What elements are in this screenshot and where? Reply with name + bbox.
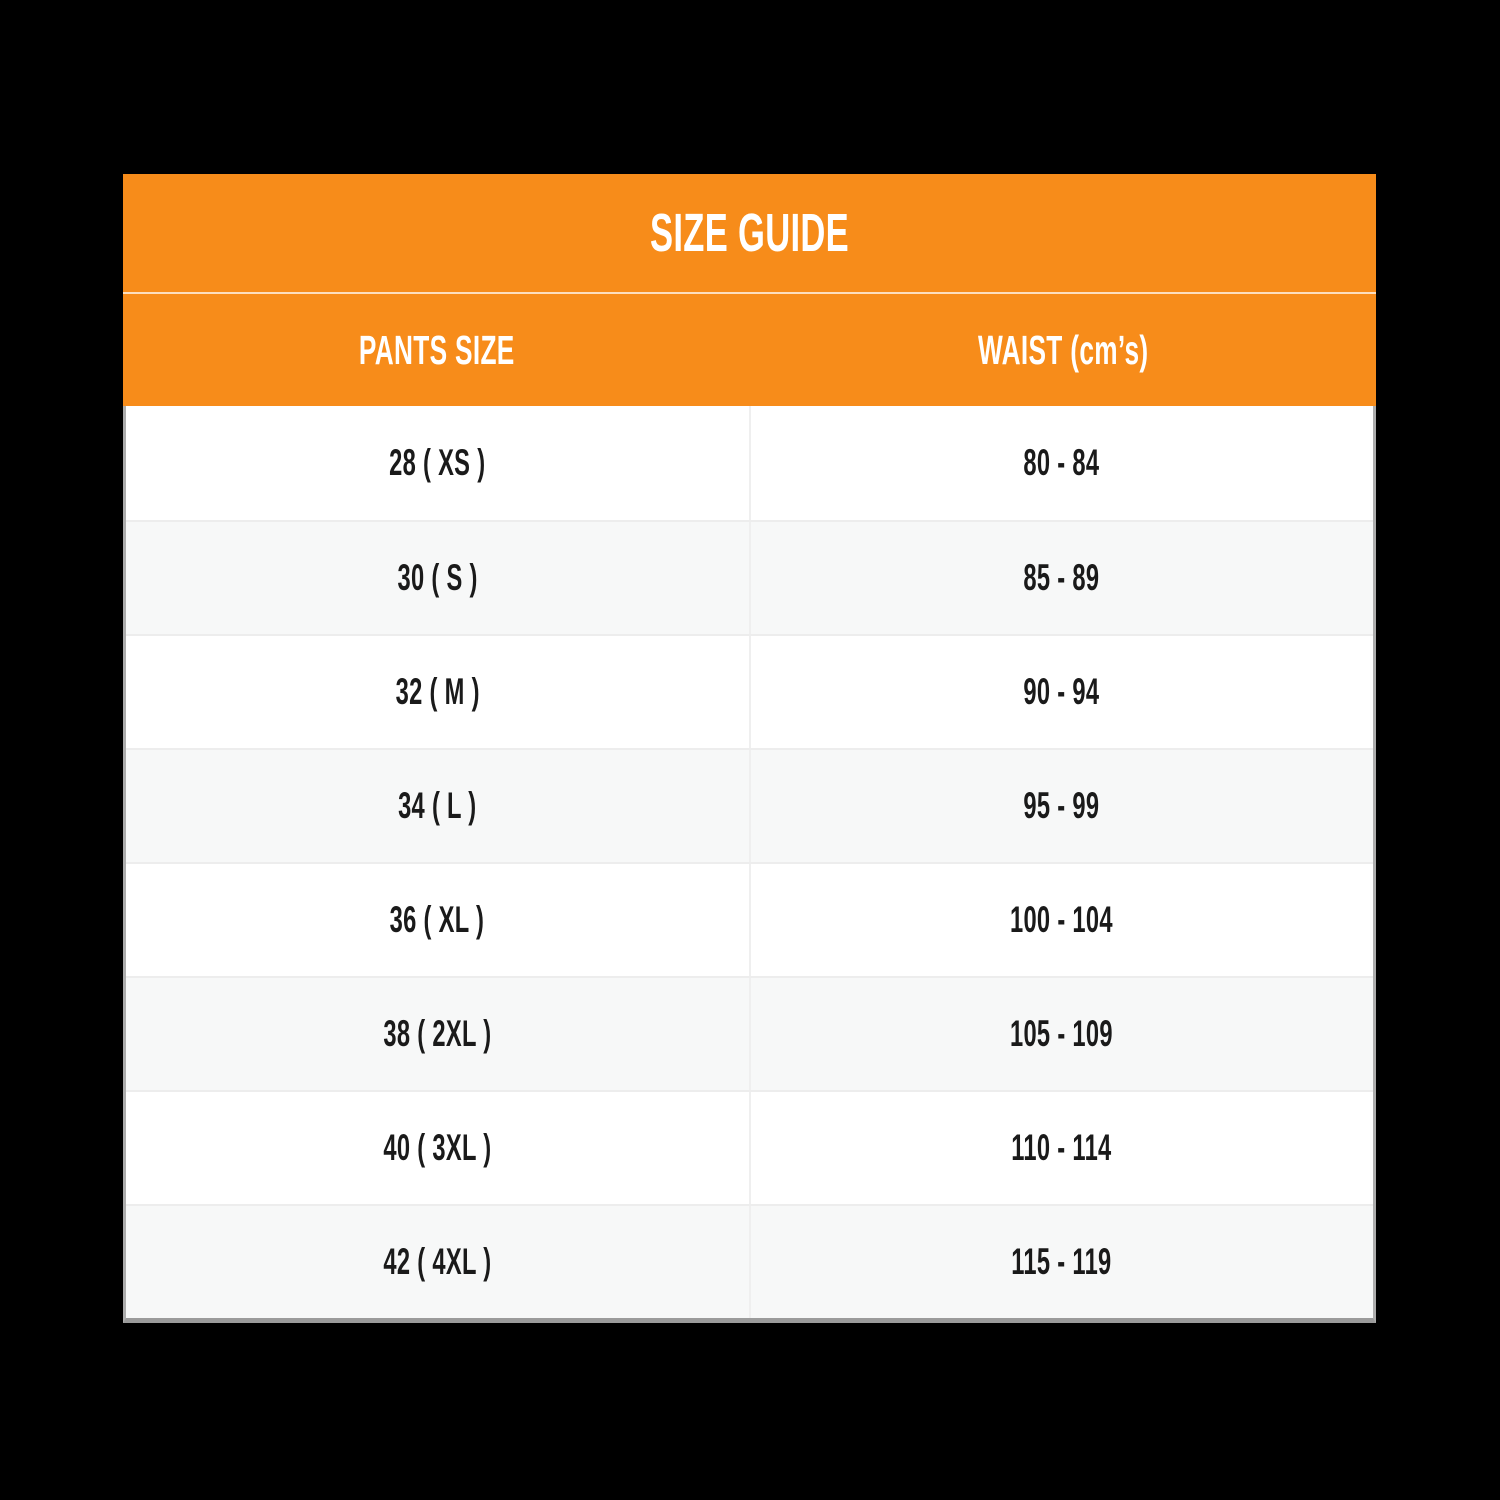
pants-size-cell: 32 ( M )	[126, 636, 749, 748]
pants-size-value: 42 ( 4XL )	[383, 1241, 492, 1282]
table-row: 40 ( 3XL ) 110 - 114	[126, 1090, 1373, 1204]
pants-size-value: 36 ( XL )	[389, 899, 485, 940]
waist-cell: 95 - 99	[748, 750, 1374, 862]
column-header-waist: WAIST (cm’s)	[750, 294, 1377, 406]
pants-size-cell: 28 ( XS )	[126, 406, 749, 520]
waist-cell: 100 - 104	[748, 864, 1374, 976]
table-body: 28 ( XS ) 80 - 84 30 ( S ) 85 - 89 32 ( …	[123, 406, 1376, 1323]
waist-value: 85 - 89	[1023, 557, 1100, 598]
table-row: 36 ( XL ) 100 - 104	[126, 862, 1373, 976]
waist-value: 110 - 114	[1011, 1127, 1112, 1168]
table-row: 32 ( M ) 90 - 94	[126, 634, 1373, 748]
table-row: 28 ( XS ) 80 - 84	[126, 406, 1373, 520]
waist-value: 80 - 84	[1023, 442, 1100, 483]
title-bar: SIZE GUIDE	[123, 174, 1376, 294]
pants-size-cell: 40 ( 3XL )	[126, 1092, 749, 1204]
waist-cell: 80 - 84	[748, 406, 1374, 520]
pants-size-cell: 36 ( XL )	[126, 864, 749, 976]
pants-size-cell: 34 ( L )	[126, 750, 749, 862]
table-row: 30 ( S ) 85 - 89	[126, 520, 1373, 634]
waist-cell: 115 - 119	[748, 1206, 1374, 1318]
pants-size-value: 28 ( XS )	[389, 442, 486, 483]
pants-size-value: 34 ( L )	[398, 785, 477, 826]
waist-cell: 110 - 114	[748, 1092, 1374, 1204]
pants-size-value: 38 ( 2XL )	[383, 1013, 492, 1054]
page-title: SIZE GUIDE	[649, 203, 850, 263]
pants-size-cell: 30 ( S )	[126, 522, 749, 634]
waist-value: 100 - 104	[1010, 899, 1114, 940]
waist-value: 90 - 94	[1023, 671, 1100, 712]
waist-value: 115 - 119	[1011, 1241, 1112, 1282]
waist-cell: 85 - 89	[748, 522, 1374, 634]
column-header-row: PANTS SIZE WAIST (cm’s)	[123, 294, 1376, 406]
waist-cell: 105 - 109	[748, 978, 1374, 1090]
table-row: 38 ( 2XL ) 105 - 109	[126, 976, 1373, 1090]
pants-size-value: 32 ( M )	[395, 671, 480, 712]
pants-size-cell: 38 ( 2XL )	[126, 978, 749, 1090]
column-header-waist-label: WAIST (cm’s)	[977, 326, 1149, 373]
pants-size-value: 30 ( S )	[397, 557, 478, 598]
column-header-pants-size-label: PANTS SIZE	[358, 326, 515, 373]
table-row: 34 ( L ) 95 - 99	[126, 748, 1373, 862]
size-guide-panel: SIZE GUIDE PANTS SIZE WAIST (cm’s) 28 ( …	[123, 174, 1376, 1323]
waist-value: 95 - 99	[1023, 785, 1100, 826]
pants-size-cell: 42 ( 4XL )	[126, 1206, 749, 1318]
waist-value: 105 - 109	[1010, 1013, 1114, 1054]
column-header-pants-size: PANTS SIZE	[123, 294, 750, 406]
table-row: 42 ( 4XL ) 115 - 119	[126, 1204, 1373, 1318]
waist-cell: 90 - 94	[748, 636, 1374, 748]
pants-size-value: 40 ( 3XL )	[383, 1127, 492, 1168]
